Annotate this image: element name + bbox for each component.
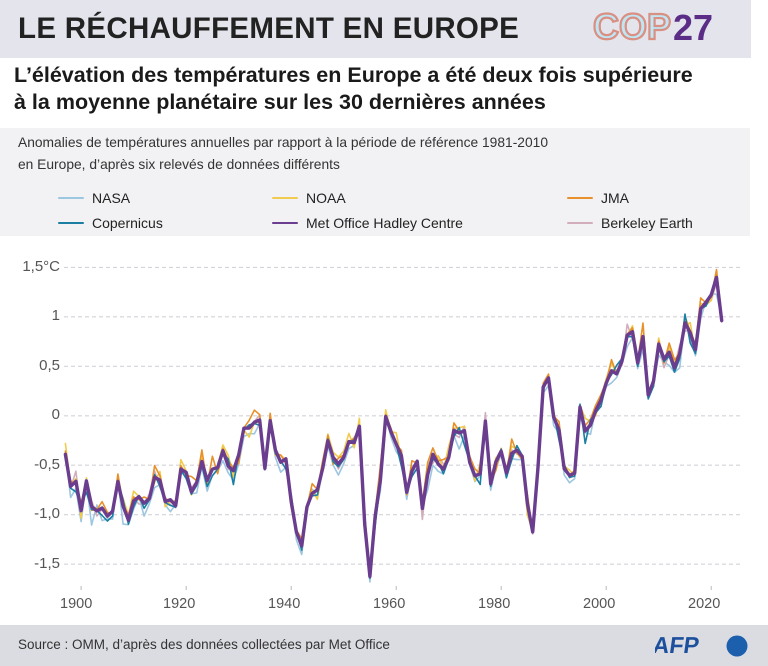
svg-text:AFP: AFP xyxy=(655,632,701,658)
svg-text:COP: COP xyxy=(593,8,671,47)
svg-text:27: 27 xyxy=(673,8,713,48)
